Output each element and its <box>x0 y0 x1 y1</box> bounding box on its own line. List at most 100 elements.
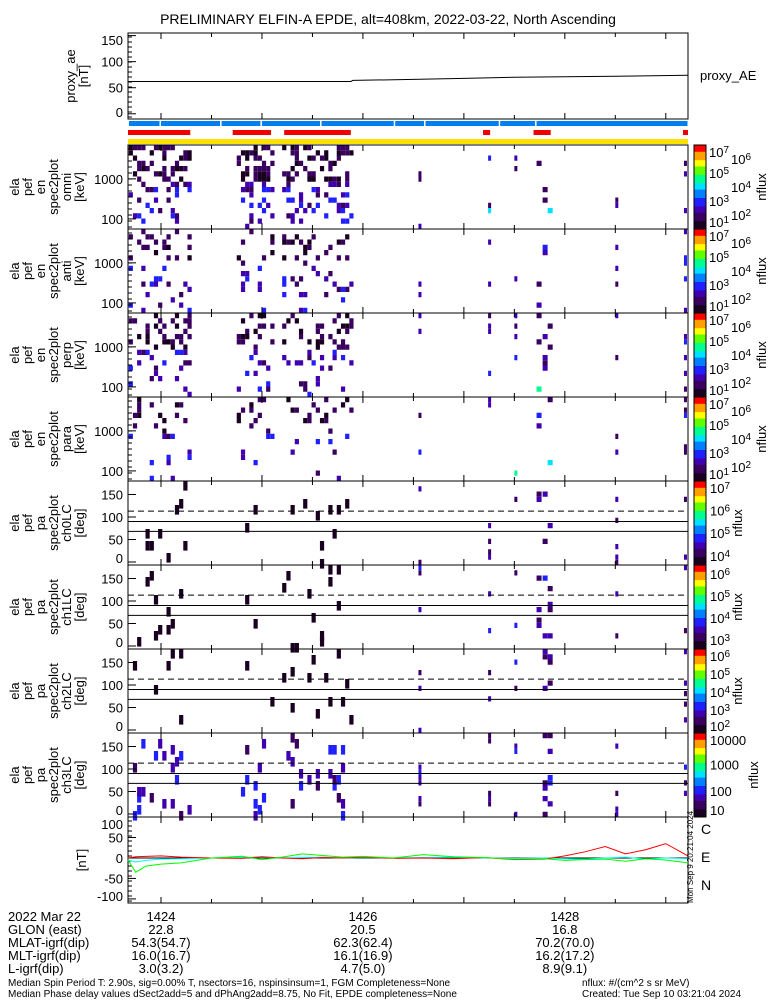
heatmap-cell <box>153 423 159 429</box>
colorbar-segment <box>694 726 706 730</box>
heatmap-cell <box>266 381 271 387</box>
panel-ylabel: [keV] <box>72 340 87 370</box>
heatmap-cell <box>311 187 316 193</box>
heatmap-cell <box>141 244 146 250</box>
heatmap-cell <box>514 334 518 340</box>
colorbar-segment <box>694 352 706 356</box>
y-tick-label: 0 <box>116 551 123 566</box>
panel-ylabel: anti <box>59 260 74 281</box>
heatmap-cell <box>294 171 299 177</box>
heatmap-cell <box>294 208 299 214</box>
heatmap-cell <box>336 286 341 292</box>
heatmap-cell <box>303 292 308 298</box>
heatmap-cell <box>303 499 308 509</box>
heatmap-cell <box>615 197 619 203</box>
y-tick-label: 50 <box>109 533 123 548</box>
heatmap-cell <box>336 145 341 151</box>
heatmap-cell <box>261 397 267 403</box>
panel-ylabel: perp <box>59 342 74 368</box>
heatmap-cell <box>542 733 548 739</box>
panel-ylabel: en <box>33 348 48 362</box>
heatmap-cell <box>336 775 341 785</box>
heatmap-cell <box>162 418 167 424</box>
colorbar-segment <box>694 168 706 171</box>
heatmap-cell <box>137 805 142 815</box>
panel-ylabel: en <box>33 264 48 278</box>
heatmap-cell <box>132 423 138 429</box>
colorbar-segment <box>694 264 706 268</box>
heatmap-cell <box>298 202 304 208</box>
heatmap-cell <box>336 328 341 334</box>
colorbar-segment <box>694 758 706 761</box>
heatmap-cell <box>170 344 175 350</box>
heatmap-cell <box>253 505 258 515</box>
heatmap-cell <box>336 181 341 187</box>
colorbar-segment <box>694 457 706 461</box>
heatmap-cell <box>290 218 295 224</box>
heatmap-cell <box>418 223 422 229</box>
orbit-value: 54.3(54.7) <box>131 935 191 950</box>
colorbar-segment <box>694 655 706 658</box>
heatmap-cell <box>261 166 267 172</box>
heatmap-cell <box>488 790 492 796</box>
heatmap-cell <box>290 799 295 809</box>
heatmap-cell <box>187 187 192 193</box>
y-tick-label: 50 <box>109 830 123 845</box>
heatmap-cell <box>145 323 150 329</box>
heatmap-cell <box>282 239 287 245</box>
colorbar-segment <box>694 359 706 362</box>
heatmap-cell <box>179 589 184 599</box>
heatmap-cell <box>249 313 254 319</box>
heatmap-cell <box>249 213 254 219</box>
heatmap-cell <box>290 176 295 182</box>
heatmap-cell <box>240 787 246 797</box>
heatmap-cell <box>514 276 518 282</box>
panel-ylabel: pef <box>20 430 35 448</box>
panel-ylabel: ch3LC <box>59 756 74 794</box>
heatmap-cell <box>240 171 246 177</box>
heatmap-cell <box>128 234 133 240</box>
heatmap-cell <box>336 505 341 515</box>
heatmap-cell <box>488 402 492 408</box>
colorbar-segment <box>694 502 706 505</box>
colorbar-segment <box>694 663 706 667</box>
heatmap-cell <box>187 805 192 815</box>
colorbar-segment <box>694 628 706 631</box>
heatmap-cell <box>266 187 271 193</box>
heatmap-cell <box>149 541 154 551</box>
heatmap-cell <box>137 412 142 418</box>
heatmap-cell <box>158 302 163 308</box>
colorbar-segment <box>694 745 706 749</box>
colorbar-segment <box>694 514 706 518</box>
heatmap-cell <box>615 544 619 550</box>
colorbar-segment <box>694 724 706 728</box>
colorbar-segment <box>694 271 706 274</box>
heatmap-cell <box>290 703 295 713</box>
heatmap-cell <box>311 155 316 161</box>
colorbar-segment <box>694 411 706 415</box>
heatmap-cell <box>307 418 312 424</box>
colorbar-segment <box>694 214 706 217</box>
panel-frame <box>127 480 689 566</box>
heatmap-cell <box>261 313 267 319</box>
panel-ylabel: pef <box>20 598 35 616</box>
heatmap-cell <box>547 344 553 350</box>
y-tick-label: 50 <box>109 617 123 632</box>
colorbar-segment <box>694 405 706 408</box>
colorbar-segment <box>694 273 706 276</box>
heatmap-cell <box>683 444 687 450</box>
heatmap-cell <box>332 339 337 345</box>
orbit-value: 1428 <box>550 909 580 924</box>
heatmap-cell <box>236 255 241 261</box>
heatmap-cell <box>286 751 291 761</box>
colorbar-segment <box>694 149 706 152</box>
heatmap-cell <box>128 145 133 151</box>
heatmap-cell <box>170 318 175 324</box>
colorbar-segment <box>694 279 706 282</box>
heatmap-cell <box>266 176 271 182</box>
colorbar-segment <box>694 342 706 345</box>
colorbar-segment <box>694 600 706 604</box>
colorbar-segment <box>694 604 706 608</box>
colorbar-segment <box>694 365 706 369</box>
heatmap-cell <box>170 649 175 659</box>
